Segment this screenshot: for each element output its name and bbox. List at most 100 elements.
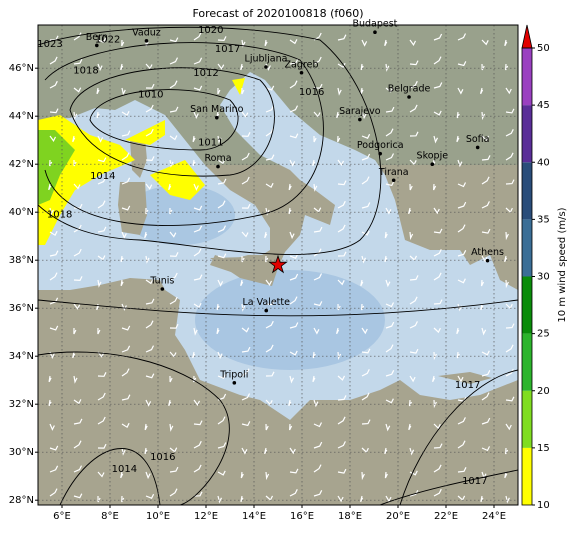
- wind-barb: [217, 135, 222, 144]
- isobar-line: [399, 369, 518, 505]
- wind-barb: [72, 135, 76, 143]
- wind-barb: [169, 231, 177, 238]
- isobar-label: 1018: [47, 210, 72, 221]
- wind-barb: [505, 344, 514, 353]
- wind-barb: [217, 253, 227, 259]
- wind-barb: [505, 279, 509, 289]
- wind-barb: [481, 255, 488, 263]
- wind-barb: [241, 203, 251, 209]
- city-label: Sarajevo: [339, 106, 381, 117]
- isobar-line: [38, 26, 382, 255]
- island: [118, 182, 147, 235]
- title: Forecast of 2020100818 (f060): [192, 7, 363, 20]
- wind-barb: [73, 248, 82, 257]
- wind-barb: [169, 488, 178, 497]
- wind-barb: [73, 111, 78, 120]
- wind-barb: [505, 396, 515, 402]
- wind-barb: [217, 225, 227, 233]
- isobar-label: 1023: [37, 39, 62, 50]
- wind-barb: [192, 135, 196, 143]
- wind-barb: [432, 375, 436, 383]
- isobar-label: 1016: [150, 452, 175, 463]
- wind-barb: [457, 33, 467, 41]
- colorbar-segment: [522, 162, 532, 220]
- wind-barb: [73, 87, 82, 93]
- y-tick-label: 28°N: [9, 495, 34, 506]
- wind-barb: [457, 278, 466, 284]
- y-tick-label: 30°N: [9, 447, 34, 458]
- wind-barb: [241, 231, 249, 238]
- wind-barb: [145, 373, 155, 379]
- city-dot: [373, 30, 377, 34]
- wind-barb: [193, 375, 197, 383]
- wind-barb: [409, 375, 416, 383]
- wind-barb: [313, 273, 323, 281]
- colorbar-tick-label: 15: [537, 443, 550, 454]
- wind-barb: [241, 176, 250, 185]
- wind-barb: [193, 464, 202, 473]
- wind-barb: [337, 135, 341, 143]
- wind-barb: [457, 159, 463, 168]
- wind-barb: [145, 320, 154, 329]
- wind-barb: [193, 248, 202, 257]
- wind-barb: [288, 399, 292, 407]
- colorbar-tick-label: 30: [537, 272, 550, 283]
- wind-barb: [144, 231, 148, 239]
- wind-barb: [97, 226, 107, 233]
- wind-barb: [145, 156, 155, 162]
- wind-barb: [121, 87, 126, 96]
- wind-barb: [385, 106, 395, 113]
- wind-barb: [121, 368, 130, 377]
- map-frame: [37, 24, 519, 506]
- wind-barb: [265, 344, 274, 353]
- wind-barb: [481, 370, 491, 377]
- wind-barb: [481, 111, 486, 121]
- wind-barb: [337, 224, 346, 233]
- city-dot: [95, 43, 99, 48]
- wind-barb: [505, 63, 509, 71]
- wind-barb: [241, 303, 246, 312]
- wind-barb: [97, 471, 105, 478]
- wind-barb: [121, 325, 131, 331]
- wind-barb: [456, 351, 460, 359]
- deep-sea: [195, 270, 385, 370]
- wind-barb: [385, 63, 390, 72]
- wind-barb: [361, 392, 370, 401]
- wind-barb: [409, 231, 414, 241]
- city-dot: [299, 70, 304, 75]
- wind-barb: [193, 491, 203, 497]
- wind-barb: [97, 279, 102, 288]
- wind-barb: [409, 80, 418, 89]
- wind-barb: [433, 423, 441, 430]
- city-dot: [430, 162, 435, 166]
- colorbar-extend: [521, 24, 533, 49]
- wind-barb: [193, 183, 199, 191]
- wind-barb: [216, 327, 220, 335]
- wind-barb: [144, 447, 148, 455]
- wind-barb: [433, 249, 442, 257]
- wind-barb: [265, 154, 275, 161]
- wind-barb: [49, 465, 59, 473]
- city-label: Skopje: [417, 151, 449, 162]
- island: [210, 256, 282, 286]
- wind-barb: [480, 87, 484, 95]
- wind-barb: [121, 110, 130, 117]
- wind-barb: [505, 423, 512, 431]
- wind-barb: [169, 159, 174, 168]
- wind-barb: [121, 130, 131, 137]
- wind-barb: [97, 177, 107, 185]
- wind-barb: [145, 128, 154, 137]
- city-label: Bern: [86, 32, 108, 43]
- wind-barb: [385, 370, 395, 377]
- wind-barb: [193, 302, 202, 309]
- x-tick-label: 20°E: [386, 511, 410, 522]
- wind-barb: [504, 39, 508, 47]
- colorbar-tick-label: 20: [537, 386, 550, 397]
- wind-barb: [312, 159, 316, 167]
- wind-barb: [121, 394, 131, 401]
- wind-barb: [409, 183, 413, 191]
- wind-barb: [169, 207, 173, 215]
- city-dot: [264, 65, 268, 69]
- wind-barb: [265, 371, 275, 377]
- wind-shading: [232, 78, 245, 95]
